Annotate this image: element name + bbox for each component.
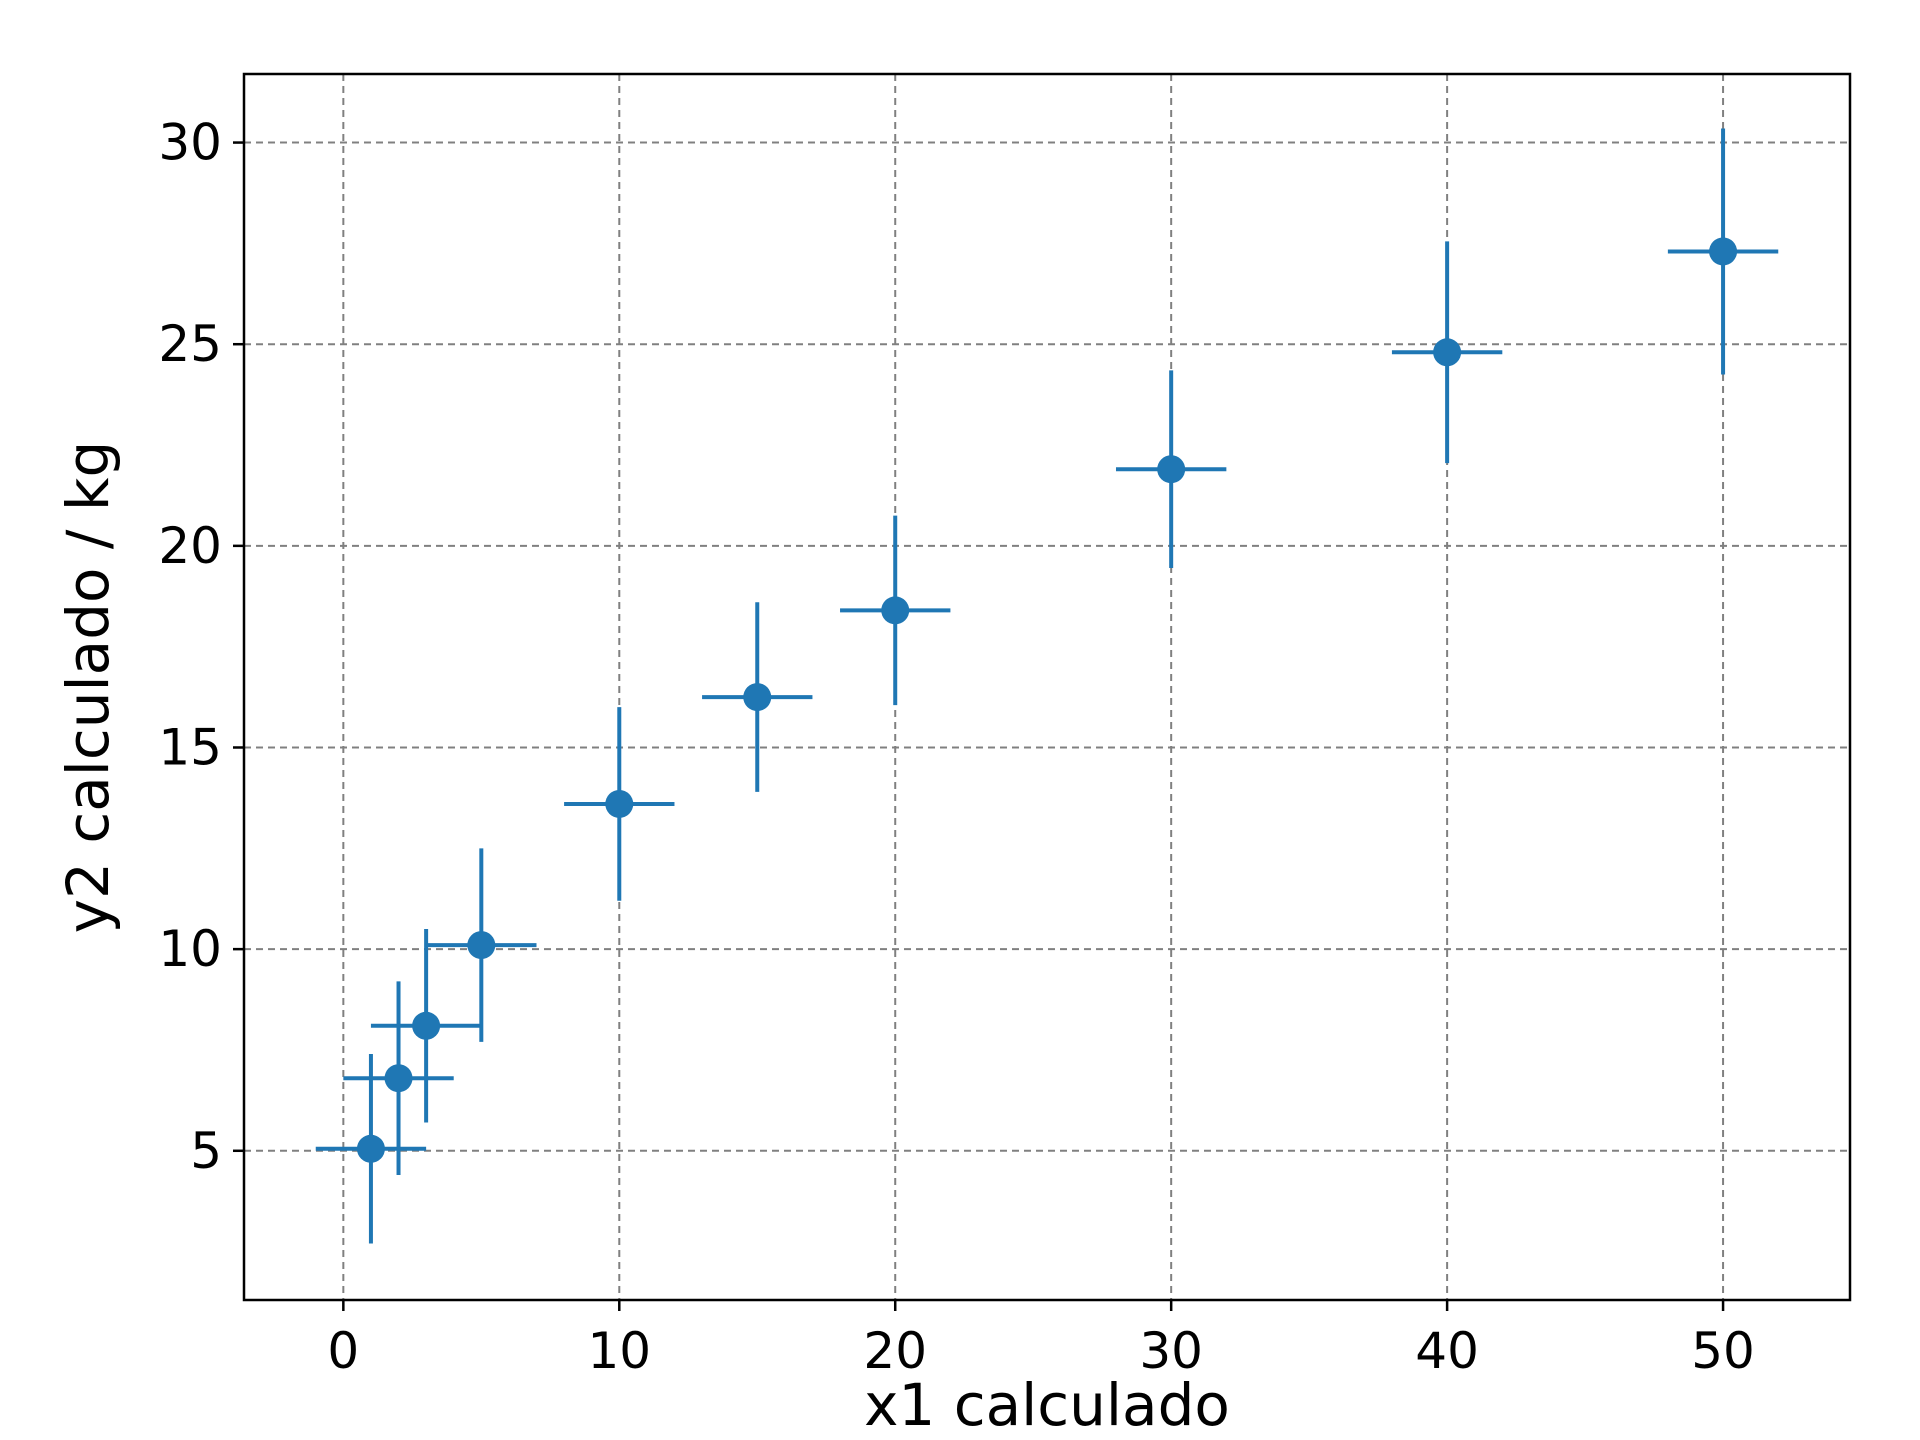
data-point-group [1115, 370, 1227, 569]
x-tick-label: 20 [863, 1322, 927, 1380]
y-tick-label: 25 [158, 315, 222, 373]
y-tick-label: 30 [158, 114, 222, 172]
data-point-group [343, 981, 454, 1175]
x-tick-label: 40 [1415, 1322, 1479, 1380]
data-point-marker [384, 1064, 413, 1093]
data-point-marker [743, 683, 772, 712]
data-point-group [564, 707, 675, 901]
x-tick-label: 0 [327, 1322, 359, 1380]
x-axis-label: x1 calculado [864, 1371, 1230, 1439]
x-tick-label: 50 [1691, 1322, 1755, 1380]
data-point-marker [412, 1011, 441, 1040]
data-points [315, 128, 1779, 1244]
y-tick-label: 15 [158, 718, 222, 776]
y-tick-label: 5 [190, 1122, 222, 1180]
data-point-group [426, 848, 537, 1042]
y-tick-label: 20 [158, 517, 222, 575]
x-tick-label: 10 [587, 1322, 651, 1380]
y-tick-label: 10 [158, 920, 222, 978]
data-point-marker [1709, 237, 1738, 266]
data-point-group [1391, 241, 1503, 464]
data-point-marker [881, 596, 910, 625]
data-point-marker [605, 789, 634, 818]
data-point-group [315, 1053, 427, 1244]
data-point-group [840, 515, 951, 706]
x-tick-label: 30 [1139, 1322, 1203, 1380]
data-point-group [1667, 128, 1779, 375]
data-point-marker [467, 931, 496, 960]
data-point-group [370, 928, 482, 1123]
y-axis-label: y2 calculado / kg [54, 441, 122, 934]
data-point-marker [1433, 338, 1462, 367]
plot-area-frame [242, 72, 1852, 1302]
data-point-marker [356, 1134, 385, 1163]
data-point-marker [1157, 455, 1186, 484]
axis-ticks: 0 10 20 30 40 50 5 10 15 20 25 30 [158, 114, 1755, 1380]
data-point-group [702, 602, 813, 792]
